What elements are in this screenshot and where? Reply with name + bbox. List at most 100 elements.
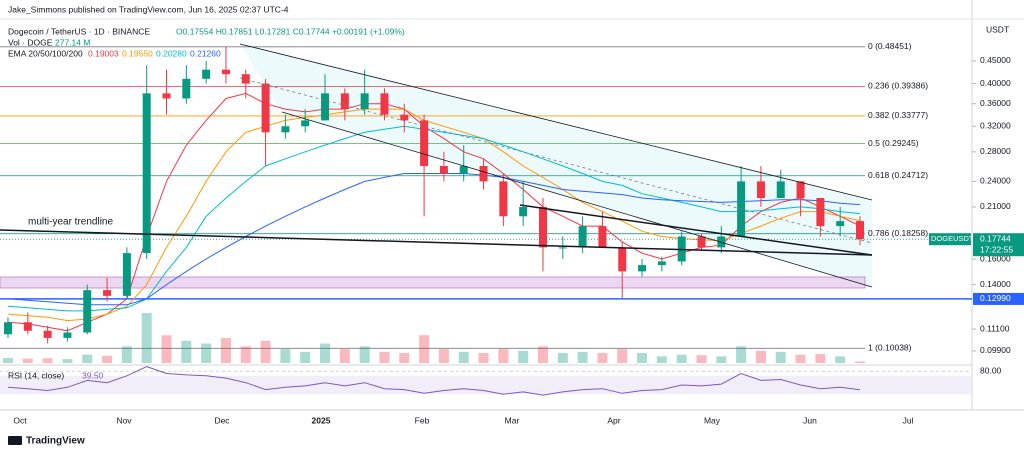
volume-bar xyxy=(696,355,707,363)
candle-body xyxy=(301,120,310,127)
volume-bar xyxy=(637,353,648,363)
candle-body xyxy=(380,93,389,115)
volume-bar xyxy=(419,335,430,363)
fib-label: 0.382 (0.33777) xyxy=(868,110,928,120)
candle-body xyxy=(281,126,290,133)
brand: TradingView xyxy=(8,436,85,447)
y-tick-label: 0.32000 xyxy=(980,121,1011,131)
volume-bar xyxy=(121,346,132,363)
y-tick-label: 0.09900 xyxy=(980,345,1011,355)
volume-bar xyxy=(736,346,747,363)
ema-value: 0.20280 xyxy=(156,48,187,58)
candle-body xyxy=(697,236,706,248)
volume-bar xyxy=(577,351,588,363)
rsi-line xyxy=(7,366,861,396)
candle-body xyxy=(221,69,230,75)
candle-body xyxy=(499,181,508,217)
candle-body xyxy=(340,93,349,110)
support-tag xyxy=(973,292,1024,305)
candle-body xyxy=(142,93,151,254)
candle-body xyxy=(63,332,72,338)
candle-body xyxy=(182,78,191,99)
x-tick-label: Jul xyxy=(903,415,914,425)
volume-bar xyxy=(62,359,73,363)
candle-body xyxy=(836,221,845,227)
volume-bar xyxy=(181,340,192,363)
candle-body xyxy=(122,253,131,296)
x-tick-label: Jun xyxy=(803,415,817,425)
volume-bar xyxy=(775,351,786,363)
volume-bar xyxy=(676,354,687,363)
y-tick-label: 0.40000 xyxy=(980,78,1011,88)
channel-mid xyxy=(239,77,873,244)
fib-label: 0.5 (0.29245) xyxy=(868,138,919,148)
volume-bar xyxy=(320,343,331,363)
volume-bar xyxy=(795,354,806,363)
x-tick-label: Dec xyxy=(214,415,230,425)
volume-bar xyxy=(141,313,152,363)
volume-bar xyxy=(339,349,350,363)
candle-body xyxy=(321,93,330,121)
candle-body xyxy=(459,166,468,174)
countdown: 17:22:55 xyxy=(980,244,1013,254)
ema-value: 0.19003 xyxy=(88,48,119,58)
support-zone xyxy=(0,276,866,289)
volume-bar xyxy=(399,353,410,363)
candle-body xyxy=(519,206,528,217)
volume-bar xyxy=(855,361,865,363)
x-tick-label: May xyxy=(704,415,721,425)
fib-label: 0.618 (0.24712) xyxy=(868,170,928,180)
y-tick-label: 0.16000 xyxy=(980,253,1011,263)
volume-bar xyxy=(597,353,608,363)
symbol-line: Dogecoin / TetherUS · 1D · BINANCE xyxy=(8,26,150,36)
candle-body xyxy=(776,181,785,199)
x-tick-label: 2025 xyxy=(312,415,331,425)
volume-bar xyxy=(815,354,826,363)
y-tick-label: 0.24000 xyxy=(980,176,1011,186)
candle-body xyxy=(83,290,92,333)
candle-body xyxy=(420,120,429,167)
rsi-tick-label: 80.00 xyxy=(980,365,1002,375)
x-tick-label: Oct xyxy=(13,415,27,425)
ema-value: 0.19550 xyxy=(122,48,153,58)
support-tag-label: 0.12990 xyxy=(980,293,1011,303)
volume-bar xyxy=(220,338,231,363)
rsi-label: RSI (14, close) xyxy=(8,370,64,380)
volume-label: Vol · DOGE xyxy=(8,37,53,47)
volume-bar xyxy=(656,356,667,363)
y-tick-label: 0.28000 xyxy=(980,146,1011,156)
ema-label: EMA 20/50/100/200 xyxy=(8,48,83,58)
brand-logo xyxy=(8,436,22,445)
x-tick-label: Mar xyxy=(505,415,520,425)
price-tag-label: 0.17744 xyxy=(980,233,1011,243)
volume-bar xyxy=(617,349,628,363)
channel-lower xyxy=(281,111,873,288)
volume-bar xyxy=(161,335,172,363)
candle-body xyxy=(261,83,270,133)
author-line: Jake_Simmons published on TradingView.co… xyxy=(8,4,289,14)
brand-name: TradingView xyxy=(26,436,85,447)
ohlc-line: O0.17554 H0.17851 L0.17281 C0.17744 +0.0… xyxy=(176,26,405,36)
volume-bar xyxy=(379,351,390,363)
ema-line xyxy=(7,125,861,312)
candle-body xyxy=(638,265,647,272)
y-tick-label: 0.45000 xyxy=(980,55,1011,65)
volume-bar xyxy=(438,349,449,363)
volume-bar xyxy=(835,356,846,363)
trendline xyxy=(0,229,873,256)
volume-bar xyxy=(22,358,33,363)
volume-bar xyxy=(280,349,291,363)
candle-body xyxy=(756,181,765,199)
volume-bar xyxy=(240,346,251,363)
volume-bar xyxy=(518,350,529,363)
candle-body xyxy=(4,322,12,335)
volume-bar xyxy=(478,353,489,363)
volume-bar xyxy=(102,355,113,363)
channel-upper xyxy=(239,43,873,201)
volume-bar xyxy=(557,353,568,363)
candle-body xyxy=(796,181,805,199)
fib-label: 0.786 (0.18258) xyxy=(868,228,928,238)
candle-body xyxy=(23,322,32,331)
